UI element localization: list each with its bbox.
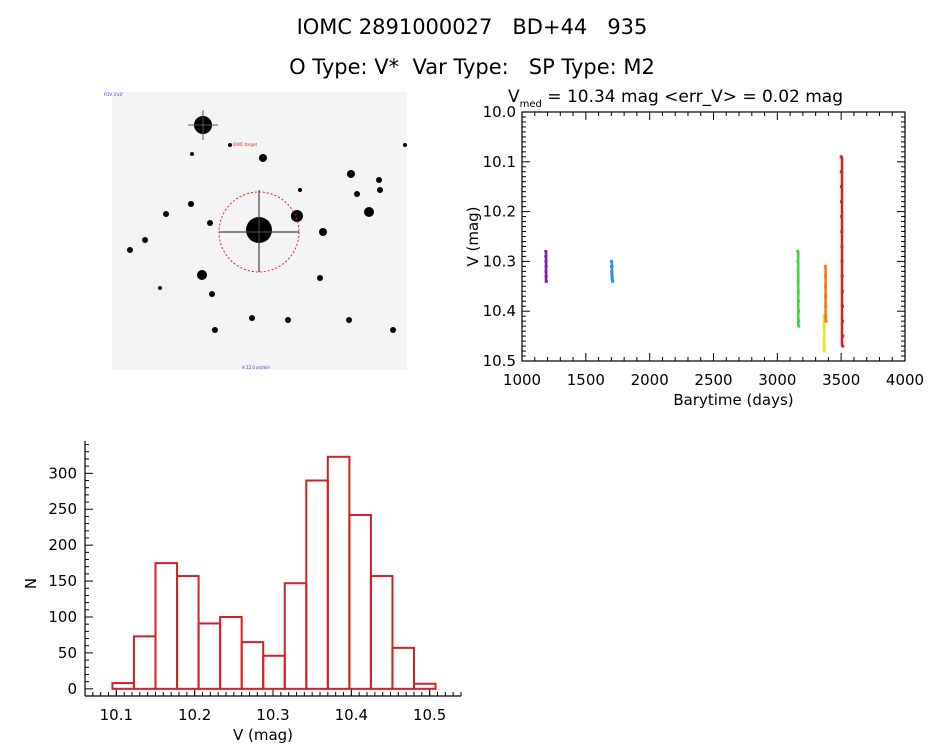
y-tick-label: 10.0 (483, 103, 516, 121)
star-mark (364, 207, 374, 217)
histogram-bar (348, 513, 372, 690)
star-mark (259, 154, 267, 162)
histogram-bar (240, 641, 265, 690)
histogram-bar (369, 575, 394, 690)
x-tick-label: 4000 (886, 371, 924, 389)
star-mark (228, 143, 232, 147)
histogram-xlabel: V (mag) (233, 726, 293, 744)
x-tick-label: 10.3 (256, 706, 289, 724)
star-field-image: FOV 3'x3' IOMC target A 12.0 arcmin (104, 92, 407, 370)
y-tick-label: 10.5 (483, 352, 516, 370)
y-tick-label: 300 (48, 464, 77, 482)
histogram-bar (283, 582, 308, 690)
light-curve-xlabel: Barytime (days) (673, 391, 793, 409)
histogram-bar (132, 635, 157, 690)
star-mark (197, 270, 207, 280)
star-mark (249, 315, 255, 321)
y-tick-label: 10.4 (483, 302, 516, 320)
histogram-ylabel: N (22, 578, 40, 589)
x-tick-label: 2500 (694, 371, 732, 389)
image-label-target: IOMC target (233, 142, 257, 147)
x-tick-label: 3000 (758, 371, 796, 389)
light-curve-frame (521, 111, 906, 362)
y-tick-label: 100 (48, 608, 77, 626)
star-mark (291, 210, 303, 222)
histogram-bar (154, 562, 179, 690)
x-tick-label: 10.2 (178, 706, 211, 724)
star-mark (163, 211, 169, 217)
x-tick-label: 1000 (503, 371, 541, 389)
chart-subtitle: O Type: V* Var Type: SP Type: M2 (289, 55, 655, 79)
y-tick-label: 150 (48, 572, 77, 590)
x-tick-label: 10.4 (335, 706, 368, 724)
x-tick-label: 10.5 (413, 706, 446, 724)
histogram-bar (326, 455, 351, 690)
y-tick-label: 200 (48, 536, 77, 554)
star-mark (142, 237, 148, 243)
chart-title: IOMC 2891000027 BD+44 935 (296, 15, 648, 39)
y-tick-label: 10.3 (483, 252, 516, 270)
histogram-bar (413, 682, 437, 690)
star-mark (207, 220, 213, 226)
light-curve-ylabel: V (mag) (464, 206, 482, 266)
x-tick-label: 3500 (822, 371, 860, 389)
star-mark (317, 275, 323, 281)
y-tick-label: 50 (58, 644, 77, 662)
star-mark (190, 152, 194, 156)
star-mark (319, 228, 327, 236)
histogram-bar (111, 682, 135, 690)
image-label-scale: A 12.0 arcmin (242, 365, 270, 370)
star-mark (188, 201, 194, 207)
star-mark (127, 247, 133, 253)
data-point (797, 324, 801, 328)
star-mark (390, 327, 396, 333)
histogram-bar (262, 654, 286, 690)
star-mark (209, 291, 215, 297)
histogram-bar (219, 615, 243, 690)
histogram-bar (391, 646, 416, 690)
y-tick-label: 10.2 (483, 203, 516, 221)
image-label-fov: FOV 3'x3' (104, 92, 123, 97)
histogram-bar (176, 575, 200, 690)
x-tick-label: 2000 (631, 371, 669, 389)
star-mark (158, 286, 162, 290)
star-field (127, 110, 407, 333)
histogram-bar (197, 622, 222, 690)
light-curve-title: Vmed = 10.34 mag <err_V> = 0.02 mag (508, 87, 843, 110)
star-mark (212, 327, 218, 333)
star-mark (347, 170, 355, 178)
star-mark (298, 188, 302, 192)
x-tick-label: 10.1 (100, 706, 133, 724)
star-mark (376, 177, 382, 183)
target-aperture-circle (218, 191, 300, 273)
star-mark (285, 317, 291, 323)
y-tick-label: 10.1 (483, 153, 516, 171)
y-tick-label: 0 (67, 680, 77, 698)
x-tick-label: 1500 (567, 371, 605, 389)
histogram-bar (305, 479, 329, 690)
star-mark (354, 191, 360, 197)
magnitude-histogram-chart: 10.1 10.2 10.3 10.4 10.5 0 50 100 150 200 250 300 V … (22, 441, 462, 744)
star-mark (377, 187, 383, 193)
star-mark (346, 317, 352, 323)
y-tick-label: 250 (48, 500, 77, 518)
star-mark (403, 143, 407, 147)
